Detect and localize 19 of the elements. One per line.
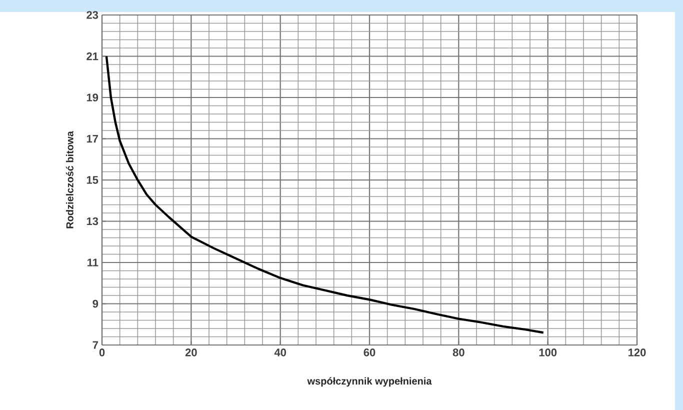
y-axis-title: Rodzielczość bitowa xyxy=(66,131,74,228)
y-tick-label: 19 xyxy=(86,94,98,102)
y-tick-label: 23 xyxy=(86,11,98,19)
x-tick-label: 0 xyxy=(99,348,105,356)
y-tick-label: 11 xyxy=(88,258,98,266)
x-tick-label: 60 xyxy=(364,348,376,356)
y-tick-label: 15 xyxy=(86,176,98,184)
y-tick-label: 13 xyxy=(86,217,98,226)
x-tick-label: 20 xyxy=(185,348,197,356)
y-tick-label: 17 xyxy=(86,134,98,143)
y-tick-label: 7 xyxy=(92,341,98,349)
line-series xyxy=(105,55,544,334)
x-tick-label: 40 xyxy=(274,348,286,356)
x-axis-title: współczynnik wypełnienia xyxy=(307,377,432,387)
y-tick-label: 21 xyxy=(86,52,98,60)
y-tick-label: 9 xyxy=(92,300,98,308)
x-tick-label: 80 xyxy=(452,348,464,356)
x-tick-label: 100 xyxy=(539,348,557,356)
x-tick-label: 120 xyxy=(628,348,646,356)
